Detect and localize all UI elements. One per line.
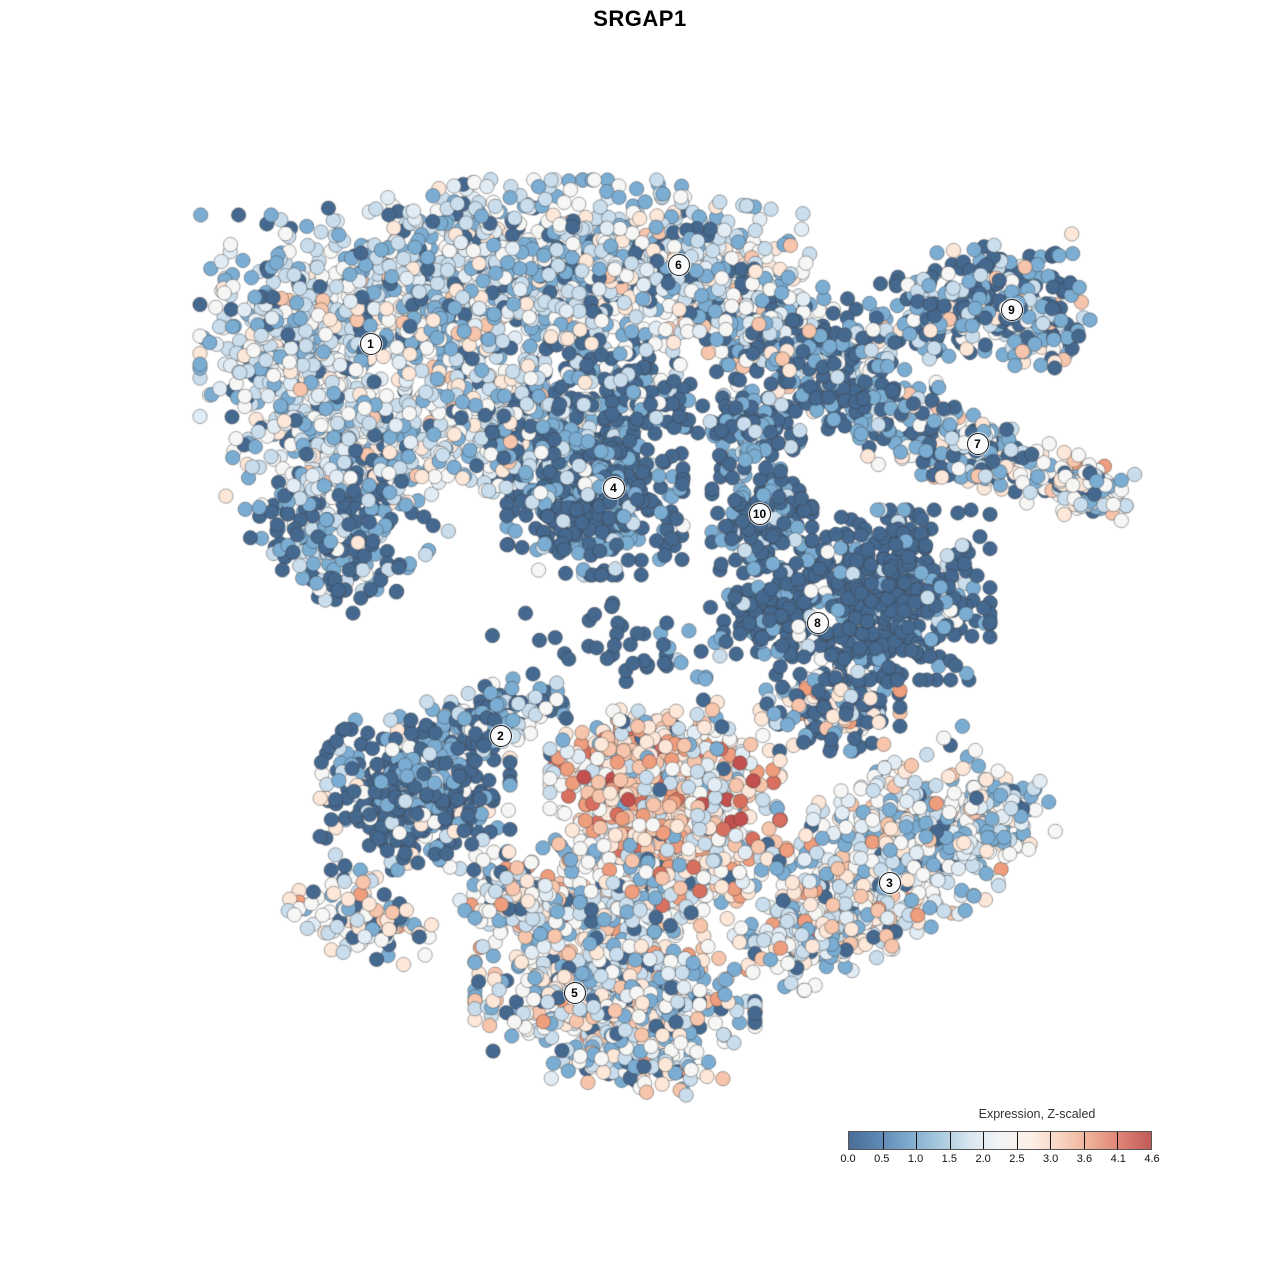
legend-tick-mark: [983, 1132, 985, 1149]
cluster-label-8: 8: [806, 611, 829, 634]
cluster-label-7: 7: [966, 432, 989, 455]
legend-tick-4.1: 4.1: [1110, 1153, 1126, 1165]
cluster-label-5: 5: [563, 981, 586, 1004]
legend-tick-2.0: 2.0: [975, 1153, 991, 1165]
cluster-label-2: 2: [489, 724, 512, 747]
cluster-label-6: 6: [667, 253, 690, 276]
legend-colorbar: [848, 1131, 1152, 1150]
legend-tick-mark: [882, 1132, 884, 1149]
legend-tick-labels: 0.0 0.5 1.0 1.5 2.0 2.5 3.0 3.6 4.1 4.6: [840, 1153, 1159, 1167]
legend-tick-2.5: 2.5: [1009, 1153, 1025, 1165]
cluster-label-10: 10: [748, 502, 771, 525]
legend-tick-1.0: 1.0: [907, 1153, 924, 1165]
legend-tick-mark: [916, 1132, 918, 1149]
legend-tick-mark: [1117, 1132, 1119, 1149]
legend-tick-3.0: 3.0: [1043, 1153, 1059, 1165]
legend-tick-0.5: 0.5: [874, 1153, 890, 1165]
legend-tick-0.0: 0.0: [840, 1153, 856, 1165]
cluster-label-1: 1: [359, 332, 382, 355]
legend-title: Expression, Z-scaled: [978, 1107, 1096, 1121]
cluster-label-3: 3: [878, 871, 901, 894]
legend-tick-mark: [1083, 1132, 1085, 1149]
plot-title: SRGAP1: [593, 6, 687, 31]
legend-tick-1.5: 1.5: [941, 1153, 957, 1165]
legend-tick-mark: [949, 1132, 951, 1149]
cluster-label-9: 9: [1000, 298, 1023, 321]
legend-tick-mark: [1050, 1132, 1052, 1149]
legend-tick-4.6: 4.6: [1144, 1153, 1160, 1165]
legend-tick-3.6: 3.6: [1076, 1153, 1093, 1165]
cluster-label-4: 4: [602, 476, 625, 499]
legend-tick-mark: [1016, 1132, 1018, 1149]
